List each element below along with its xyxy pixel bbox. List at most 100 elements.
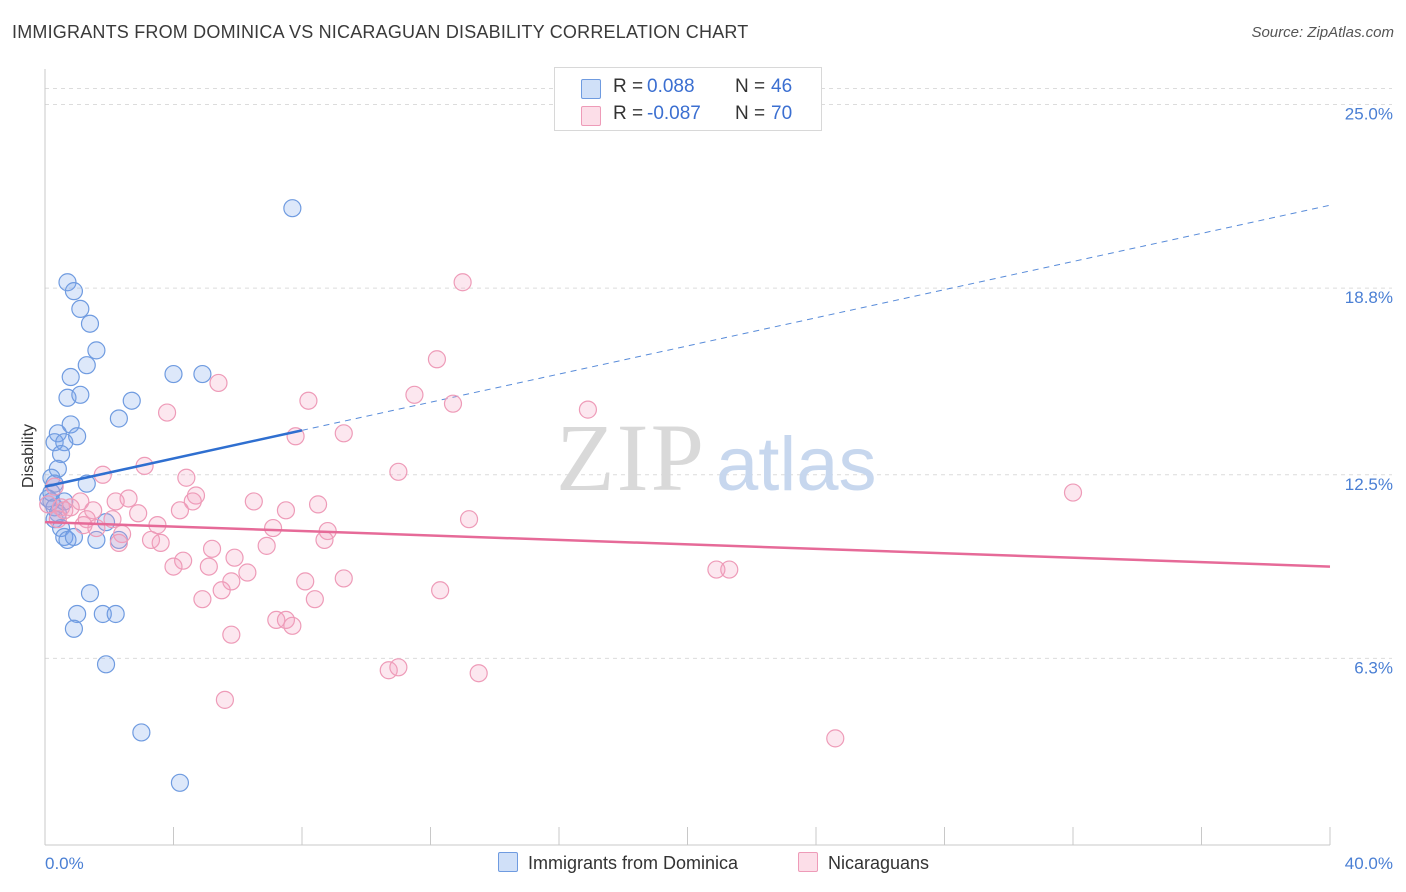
- point-series1: [64, 282, 84, 301]
- point-series2: [263, 518, 283, 538]
- point-series2: [183, 492, 202, 511]
- bottom-legend-series1: Immigrants from Dominica: [498, 852, 738, 874]
- point-series1: [87, 341, 106, 360]
- point-series2: [459, 510, 479, 529]
- y-tick-label: 6.3%: [1354, 658, 1393, 677]
- point-series2: [84, 501, 103, 520]
- legend-n-label: N =: [735, 103, 766, 124]
- x-tick-label: 40.0%: [1345, 854, 1393, 873]
- point-series2: [174, 551, 193, 570]
- point-series2: [283, 616, 302, 635]
- point-series2: [1063, 483, 1083, 502]
- point-series1: [64, 527, 84, 547]
- trend-line-series1: [44, 429, 303, 488]
- point-series1: [109, 409, 128, 428]
- point-series2: [74, 516, 93, 535]
- point-series1: [45, 433, 64, 452]
- point-series1: [132, 723, 151, 742]
- point-series2: [469, 664, 488, 683]
- point-series1: [64, 619, 84, 638]
- point-series2: [71, 492, 90, 511]
- point-series2: [308, 495, 328, 514]
- watermark: ZIP atlas: [556, 404, 877, 511]
- point-series2: [129, 504, 148, 523]
- tick-labels: 6.3% 12.5% 18.8% 25.0% 0.0% 40.0%: [45, 105, 1393, 873]
- point-series2: [315, 530, 334, 550]
- point-series2: [212, 581, 231, 600]
- point-series2: [55, 501, 74, 520]
- point-series2: [443, 394, 463, 413]
- legend-r-label: R =: [613, 76, 644, 97]
- point-series2: [453, 273, 472, 292]
- point-series2: [707, 560, 726, 579]
- point-series1: [93, 604, 112, 624]
- data-points: [39, 199, 1331, 792]
- point-series2: [427, 350, 447, 369]
- point-series1: [61, 367, 80, 387]
- point-series2: [225, 548, 244, 567]
- y-tick-label: 18.8%: [1345, 288, 1393, 307]
- point-series1: [48, 459, 67, 478]
- point-series2: [296, 572, 315, 591]
- bottom-legend-label: Nicaraguans: [828, 853, 930, 873]
- point-series2: [267, 610, 286, 630]
- point-series2: [578, 400, 598, 419]
- point-series2: [389, 462, 408, 481]
- point-series2: [257, 536, 276, 555]
- point-series2: [199, 557, 218, 576]
- point-series1: [51, 444, 71, 464]
- legend-n-value: 46: [771, 76, 793, 97]
- point-series1: [106, 604, 125, 624]
- point-series2: [431, 581, 450, 600]
- point-series1: [71, 385, 90, 404]
- point-series1: [80, 314, 100, 333]
- point-series1: [55, 433, 74, 452]
- point-series2: [244, 492, 263, 511]
- point-series2: [177, 468, 196, 487]
- point-series2: [215, 690, 234, 709]
- point-series2: [39, 495, 58, 514]
- point-series1: [58, 273, 77, 292]
- legend-r-value: 0.088: [647, 76, 695, 97]
- point-series2: [238, 563, 257, 582]
- point-series2: [389, 658, 408, 677]
- legend: R = 0.088 N = 46 R = -0.087 N = 70: [554, 67, 822, 131]
- legend-n-value: 70: [771, 103, 793, 124]
- point-series1: [68, 604, 87, 624]
- watermark-zip: ZIP: [556, 404, 706, 511]
- point-series1: [170, 773, 190, 792]
- legend-row-series1: R = 0.088 N = 46: [555, 74, 821, 102]
- axes: [44, 69, 1331, 846]
- point-series2: [106, 492, 125, 511]
- point-series2: [305, 590, 324, 609]
- source-label: Source: ZipAtlas.com: [1251, 24, 1394, 41]
- point-series1: [164, 364, 183, 384]
- chart-title: IMMIGRANTS FROM DOMINICA VS NICARAGUAN D…: [12, 22, 749, 42]
- point-series2: [405, 385, 424, 404]
- point-series1: [283, 199, 302, 218]
- point-series2: [164, 557, 183, 576]
- point-series2: [334, 569, 353, 588]
- x-tick-label: 0.0%: [45, 854, 84, 873]
- point-series2: [209, 373, 228, 393]
- point-series2: [193, 590, 212, 609]
- point-series2: [170, 501, 190, 520]
- y-tick-label: 12.5%: [1345, 475, 1393, 494]
- point-series1: [71, 299, 90, 319]
- bottom-legend-swatch-pink: [798, 852, 818, 872]
- point-series1: [61, 415, 80, 434]
- point-series1: [80, 584, 100, 603]
- point-series2: [299, 391, 318, 410]
- point-series2: [826, 729, 845, 748]
- point-series2: [222, 625, 241, 644]
- legend-r-label: R =: [613, 103, 644, 124]
- point-series1: [55, 527, 74, 547]
- point-series2: [276, 501, 296, 520]
- point-series2: [157, 403, 177, 422]
- y-tick-label: 25.0%: [1345, 105, 1393, 124]
- point-series2: [720, 560, 739, 579]
- legend-swatch-pink: [581, 106, 601, 126]
- legend-row-series2: R = -0.087 N = 70: [555, 101, 821, 129]
- bottom-legend-swatch-blue: [498, 852, 518, 872]
- legend-swatch-blue: [581, 79, 601, 99]
